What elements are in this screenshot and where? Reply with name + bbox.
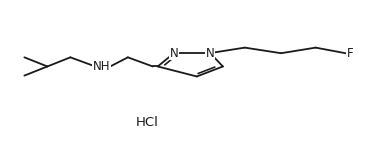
Text: N: N — [206, 47, 215, 60]
Text: NH: NH — [93, 60, 110, 73]
Text: F: F — [347, 47, 354, 60]
Text: N: N — [169, 47, 178, 60]
Text: HCl: HCl — [135, 116, 158, 129]
